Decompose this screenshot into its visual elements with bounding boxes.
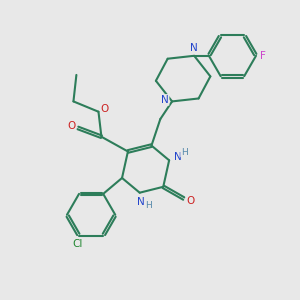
Text: F: F [260,51,266,61]
Text: O: O [101,104,109,114]
Text: Cl: Cl [72,239,83,249]
Text: N: N [137,196,145,206]
Text: N: N [161,95,169,105]
Text: H: H [145,201,152,210]
Text: N: N [173,152,181,162]
Text: O: O [67,122,76,131]
Text: H: H [181,148,188,157]
Text: N: N [190,44,198,53]
Text: O: O [186,196,194,206]
